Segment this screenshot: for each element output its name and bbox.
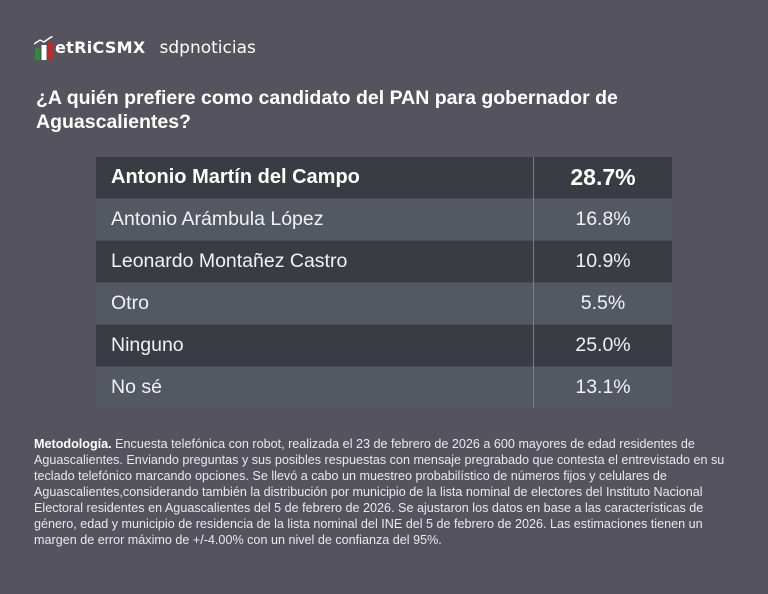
results-table: Antonio Martín del Campo 28.7% Antonio A… (96, 157, 672, 408)
table-row: Otro 5.5% (96, 282, 672, 325)
candidate-percent: 10.9% (533, 240, 672, 283)
candidate-percent: 16.8% (533, 198, 672, 241)
candidate-name: Antonio Arámbula López (96, 198, 534, 241)
candidate-percent: 28.7% (533, 157, 672, 199)
metricsmx-logo: etRiCSMX (34, 36, 146, 60)
table-row: Antonio Martín del Campo 28.7% (96, 157, 672, 199)
trending-bars-icon (34, 36, 53, 60)
methodology-label: Metodología. (34, 437, 112, 451)
logo-text: etRiCSMX (55, 38, 146, 57)
methodology-text: Encuesta telefónica con robot, realizada… (34, 437, 725, 547)
table-row: Antonio Arámbula López 16.8% (96, 198, 672, 241)
option-percent: 5.5% (533, 282, 672, 325)
candidate-name: Antonio Martín del Campo (96, 157, 534, 199)
header: etRiCSMX sdpnoticias (34, 35, 256, 61)
option-percent: 25.0% (533, 324, 672, 367)
candidate-name: Leonardo Montañez Castro (96, 240, 534, 283)
option-name: Ninguno (96, 324, 534, 367)
table-row: Leonardo Montañez Castro 10.9% (96, 240, 672, 283)
poll-question: ¿A quién prefiere como candidato del PAN… (36, 87, 618, 133)
table-row: No sé 13.1% (96, 366, 672, 408)
option-percent: 13.1% (533, 366, 672, 408)
option-name: Otro (96, 282, 534, 325)
sdpnoticias-brand: sdpnoticias (159, 38, 256, 58)
methodology-note: Metodología. Encuesta telefónica con rob… (34, 436, 729, 548)
table-row: Ninguno 25.0% (96, 324, 672, 367)
option-name: No sé (96, 366, 534, 408)
